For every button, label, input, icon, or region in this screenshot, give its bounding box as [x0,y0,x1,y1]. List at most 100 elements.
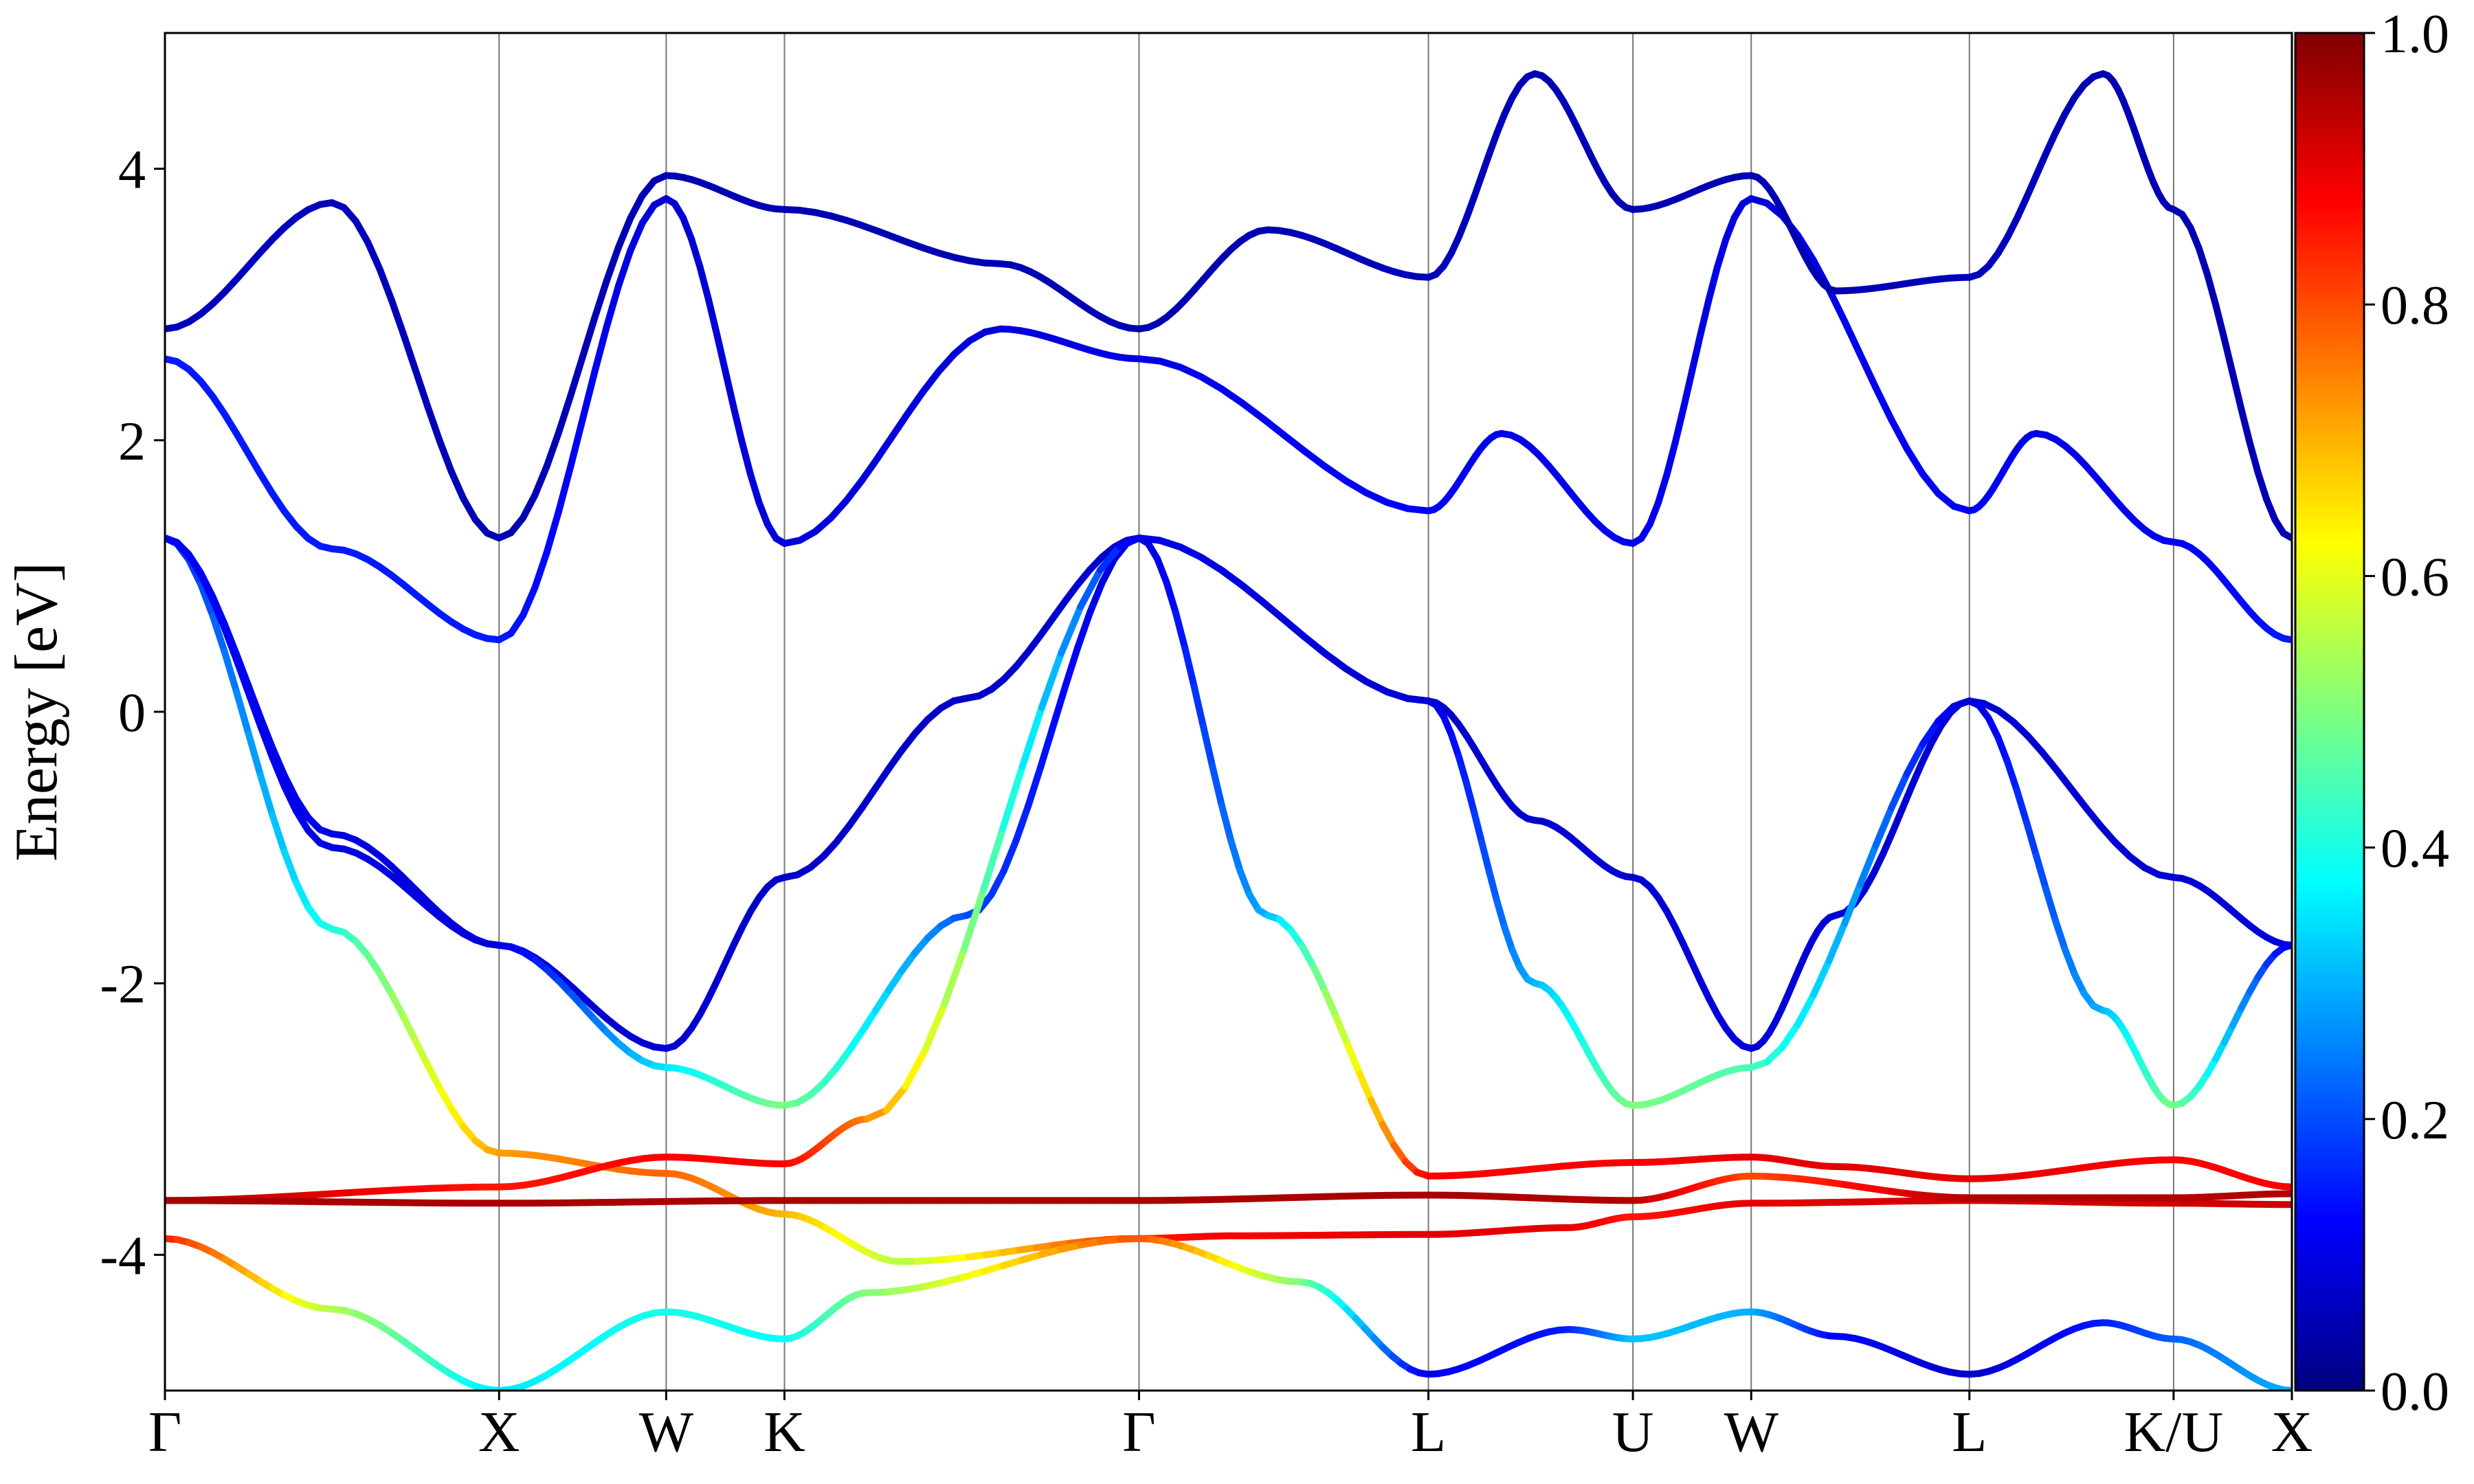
band-segment [1227,837,1244,875]
band-segment [2229,370,2245,412]
band-segment [1493,897,1508,931]
band-segment [2082,804,2104,830]
band-segment [376,1186,408,1195]
band-segment [328,1189,359,1198]
colorbar-ticks: 0.0 0.2 0.4 0.6 0.8 1.0 [2364,4,2449,1422]
band-segment [1301,633,1329,657]
band-segment [2254,469,2271,503]
band-segment [1181,644,1198,690]
band-segment [269,811,288,855]
band-segment [591,278,610,322]
band-segment [2220,335,2236,377]
band-segment [1935,702,1958,725]
band-segment [1794,991,1817,1028]
band-segment [256,772,276,819]
band-segment [1037,614,1057,639]
band-segment [1899,782,1916,812]
band-segment [898,730,919,754]
band-segment [543,429,563,470]
band-segment [1889,805,1906,835]
colorbar-tick-label: 0.0 [2381,1362,2449,1422]
band-segment [2061,945,2078,978]
band-segment [1342,477,1370,497]
band-segment [1870,849,1887,877]
band-segment [2053,767,2075,793]
x-tick-label: L [1952,1400,1987,1464]
band-segment [1298,943,1317,971]
band-segment [436,1084,455,1112]
x-tick-label: K [764,1400,805,1464]
band-segment [873,432,896,463]
band-segment [1344,1042,1363,1077]
band-segment [846,803,867,829]
band-segment [1086,578,1106,616]
band-segment [638,201,658,227]
band-segment [1000,837,1020,875]
colorbar-tick-label: 1.0 [2381,4,2449,65]
band-segment [902,1046,929,1090]
band-segment [858,456,881,484]
band-segment [1058,603,1084,657]
band-segment [859,1007,880,1035]
band-segment [2024,732,2046,756]
band-segment [233,656,252,697]
band-6 [165,1172,2292,1207]
band-segment [1280,616,1308,640]
colorbar-tick-label: 0.2 [2381,1090,2449,1151]
x-tick-label: U [1612,1400,1654,1464]
band-segment [1356,1070,1374,1104]
band-segment [1501,923,1516,954]
band-segment [1049,597,1069,622]
band-segment [1098,555,1118,586]
band-segment [424,1061,443,1092]
band-segment [904,387,927,417]
band-segment [447,468,467,502]
band-4 [165,535,2292,1204]
band-segment [1857,842,1880,888]
band-segment [1236,867,1253,898]
band-segment [1779,1020,1802,1051]
x-tick-label: W [639,1400,694,1464]
x-tick-label: X [2271,1400,2313,1464]
band-segment [603,282,622,331]
band-segment [1486,868,1501,905]
band-segment [1218,1195,1246,1203]
band-segment [1880,827,1897,857]
band-segment [1486,129,1501,157]
band-segment [2280,941,2292,952]
colorbar-tick-label: 0.4 [2381,819,2449,879]
band-segment [304,1190,336,1199]
band-segment [2023,172,2040,201]
band-segment [1322,463,1350,484]
band-segment [1218,385,1246,407]
band-segment [614,247,634,290]
band-segment [436,436,455,475]
band-segment [245,689,264,730]
band-segment [209,596,228,632]
band-segment [2042,129,2059,157]
band-segment [1904,741,1926,777]
band-segment [833,1046,854,1072]
x-tick-label: X [478,1400,520,1464]
band-segment [1259,598,1287,623]
band-segment [1705,263,1721,303]
band-segment [846,1027,867,1054]
band-segment [447,1105,467,1130]
band-segment [1163,578,1179,616]
band-5 [165,1235,2292,1391]
band-segment [2042,885,2059,924]
band-segment [1654,471,1671,506]
band-segment [1404,695,1432,705]
band-segment [1177,363,1205,381]
band-segment [1177,543,1205,561]
band-segment [1322,988,1340,1022]
band-segment [872,765,893,791]
y-tick-label: -4 [100,1226,146,1286]
band-segment [713,330,729,375]
band-segment [1200,723,1216,771]
band-segment [1383,499,1412,513]
band-segment [2023,819,2040,859]
band-segment [1918,740,1935,767]
y-tick-label: 2 [118,412,146,472]
